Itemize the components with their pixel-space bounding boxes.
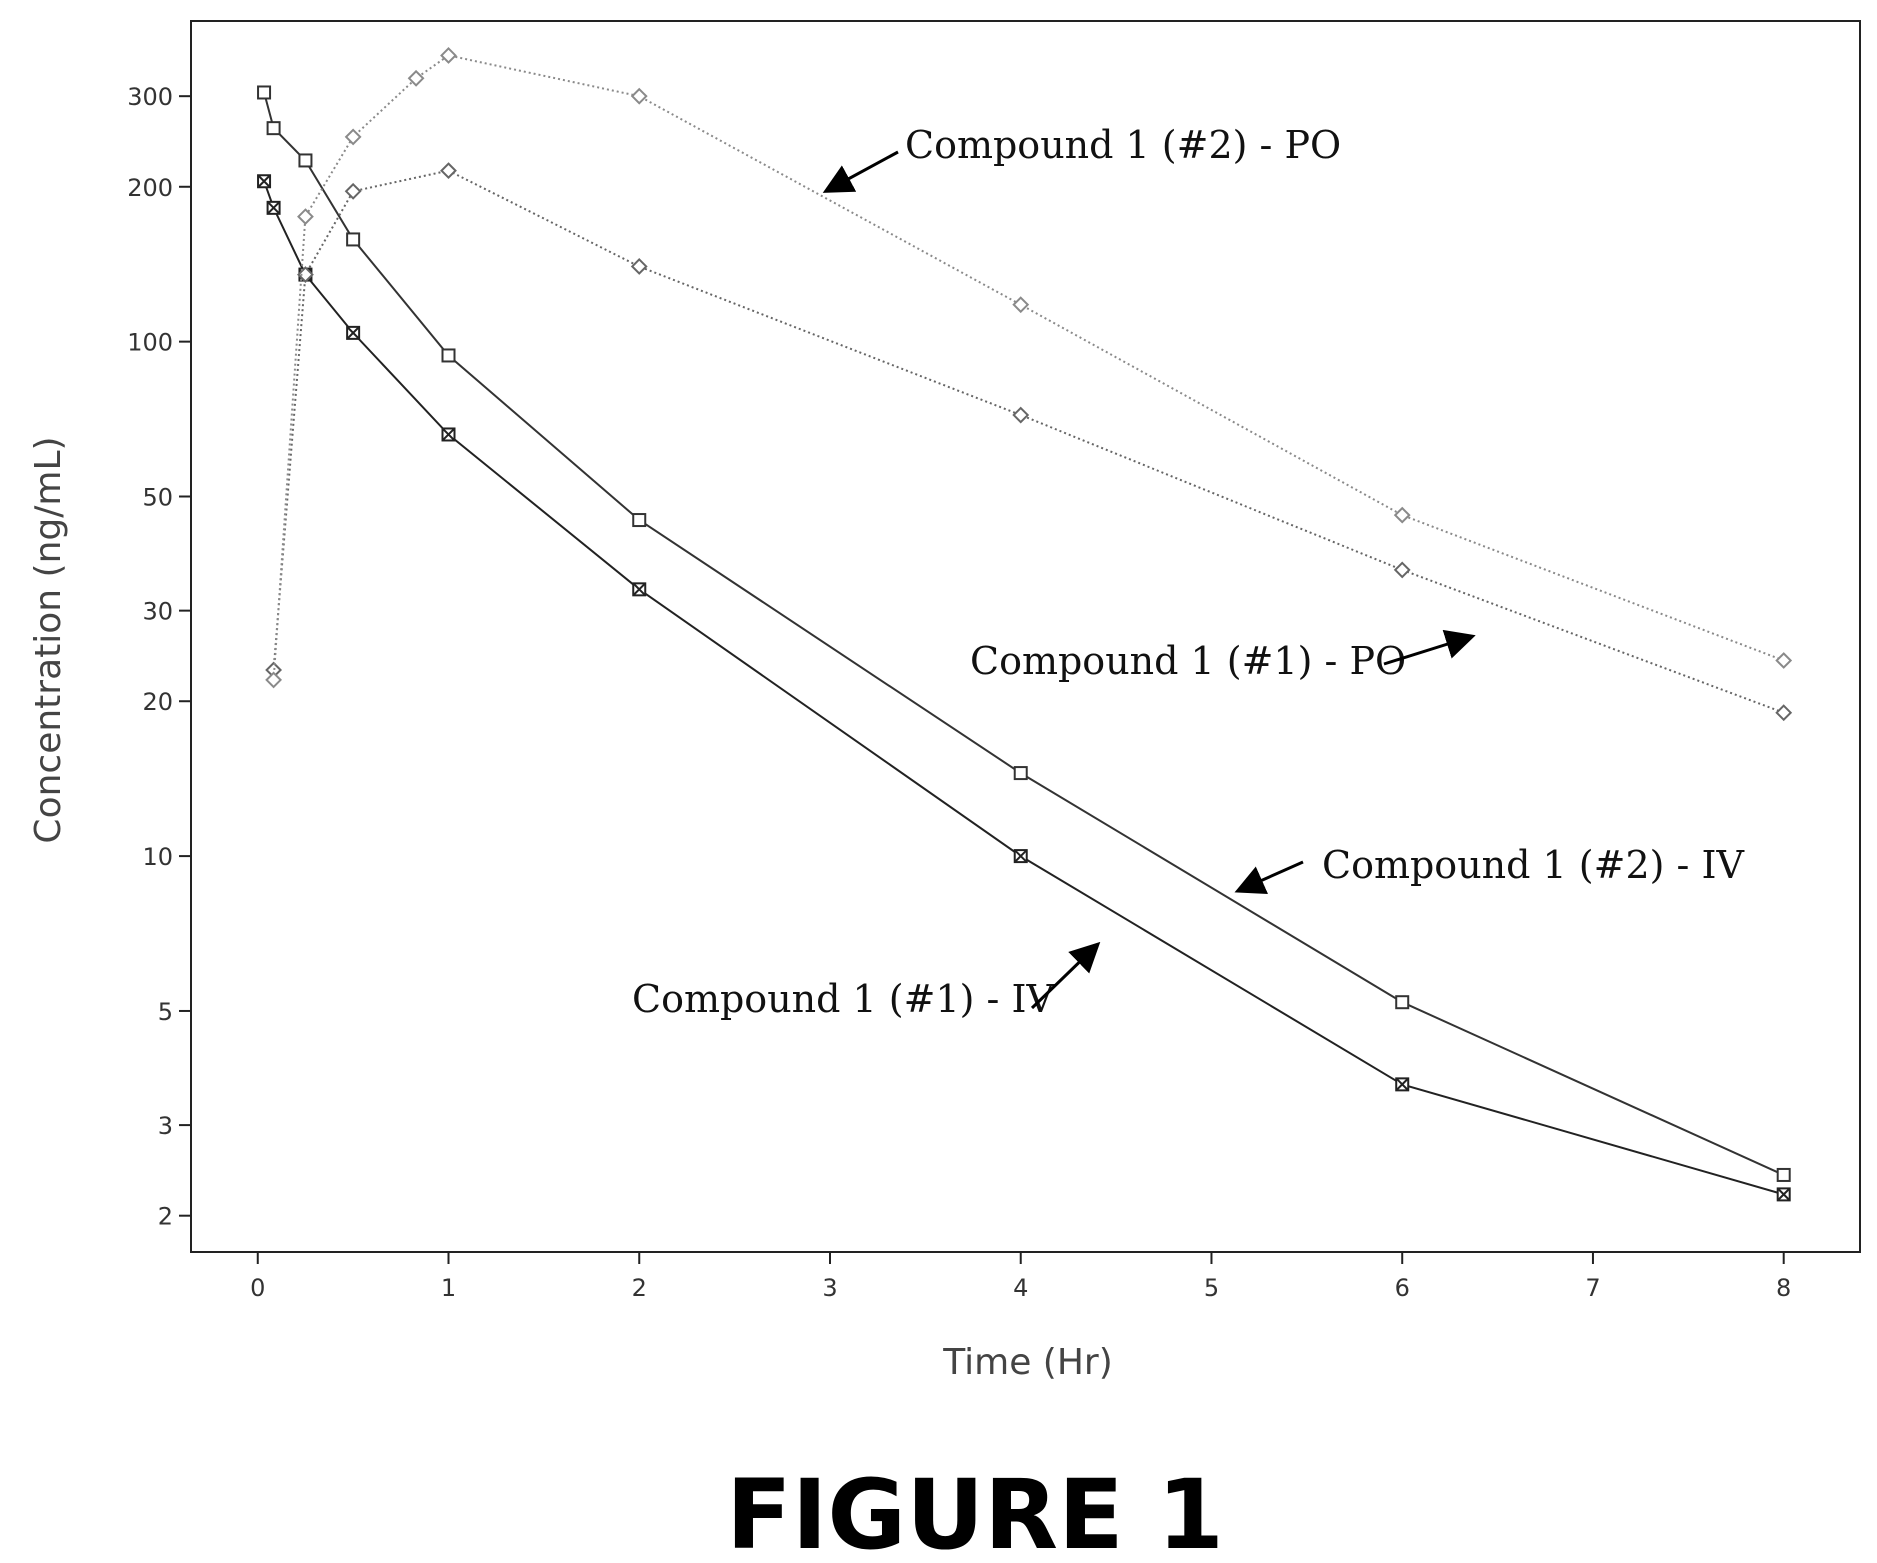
figure-caption: FIGURE 1 — [726, 1459, 1224, 1563]
data-point-compound-1-1-po-4 — [630, 258, 648, 275]
data-point-compound-1-1-iv-0 — [257, 174, 272, 189]
y-tick-label-2: 2 — [158, 1203, 173, 1231]
annotation-arrow-compound-1-1-po — [1383, 629, 1476, 666]
data-point-compound-1-1-iv-6 — [1013, 849, 1028, 864]
data-point-compound-1-1-po-3 — [440, 162, 457, 180]
annotation-compound-1-2-iv: Compound 1 (#2) - IV — [1322, 843, 1744, 887]
data-point-compound-1-2-po-2 — [344, 128, 362, 146]
data-point-compound-1-2-po-6 — [1012, 296, 1030, 314]
data-point-compound-1-1-iv-3 — [346, 325, 361, 340]
y-tick-label-5: 5 — [158, 998, 173, 1026]
data-point-compound-1-2-po-7 — [1393, 506, 1411, 524]
series-line-compound-1-2-po — [272, 54, 1785, 680]
data-point-compound-1-1-iv-7 — [1395, 1077, 1410, 1092]
data-point-compound-1-2-iv-6 — [1013, 766, 1028, 781]
x-tick-label-1: 1 — [441, 1274, 456, 1302]
data-point-compound-1-1-po-5 — [1012, 406, 1030, 424]
data-point-compound-1-2-po-0 — [265, 671, 283, 689]
data-point-compound-1-1-iv-4 — [441, 427, 456, 442]
y-tick-label-300: 300 — [127, 83, 173, 111]
y-tick-label-10: 10 — [142, 843, 173, 871]
data-point-compound-1-2-po-5 — [630, 87, 648, 105]
annotation-arrow-compound-1-2-iv — [1234, 860, 1304, 894]
data-point-compound-1-1-po-6 — [1393, 561, 1411, 579]
data-point-compound-1-1-iv-1 — [266, 200, 281, 215]
annotation-arrow-compound-1-2-po — [822, 150, 899, 193]
y-tick-label-30: 30 — [142, 598, 173, 626]
series-layer — [257, 47, 1793, 1202]
x-axis: 0 1 2 3 4 5 6 7 8 — [250, 1252, 1791, 1302]
data-point-compound-1-1-po-1 — [297, 266, 314, 283]
data-point-compound-1-2-po-8 — [1775, 652, 1793, 669]
annotation-compound-1-2-po: Compound 1 (#2) - PO — [905, 123, 1341, 167]
data-point-compound-1-2-po-1 — [297, 208, 314, 226]
y-tick-label-200: 200 — [127, 174, 173, 202]
data-point-compound-1-2-iv-5 — [632, 513, 647, 528]
x-tick-label-0: 0 — [250, 1274, 265, 1302]
x-tick-label-6: 6 — [1395, 1274, 1410, 1302]
x-tick-label-3: 3 — [822, 1274, 837, 1302]
data-point-compound-1-2-iv-8 — [1776, 1167, 1791, 1182]
data-point-compound-1-1-po-2 — [344, 182, 362, 200]
annotation-compound-1-1-iv: Compound 1 (#1) - IV — [632, 977, 1054, 1021]
data-point-compound-1-2-iv-3 — [346, 232, 361, 247]
x-tick-label-4: 4 — [1013, 1274, 1028, 1302]
data-point-compound-1-2-iv-0 — [257, 85, 272, 100]
series-compound-1-1-po — [265, 162, 1793, 722]
data-point-compound-1-2-iv-2 — [298, 153, 313, 168]
data-point-compound-1-2-iv-1 — [266, 121, 281, 136]
y-tick-label-20: 20 — [142, 688, 173, 716]
series-compound-1-2-iv — [257, 85, 1791, 1182]
plot-frame — [190, 20, 1861, 1253]
y-tick-label-100: 100 — [127, 329, 173, 357]
data-point-compound-1-1-iv-8 — [1776, 1187, 1791, 1202]
series-line-compound-1-1-iv — [263, 180, 1784, 1196]
x-tick-label-5: 5 — [1204, 1274, 1219, 1302]
data-point-compound-1-2-po-3 — [407, 69, 425, 87]
annotation-layer: Compound 1 (#2) - PO Compound 1 (#1) - PO… — [632, 123, 1744, 1021]
y-axis-title: Concentration (ng/mL) — [28, 436, 69, 843]
y-axis: 2 3 5 10 20 30 50 100 200 300 — [127, 83, 191, 1231]
data-point-compound-1-2-iv-4 — [441, 348, 456, 363]
x-tick-label-7: 7 — [1585, 1274, 1600, 1302]
annotation-arrow-compound-1-1-iv — [1030, 941, 1101, 1010]
series-line-compound-1-1-po — [272, 169, 1785, 714]
series-compound-1-1-iv — [257, 174, 1791, 1202]
x-tick-label-2: 2 — [632, 1274, 647, 1302]
x-tick-label-8: 8 — [1776, 1274, 1791, 1302]
data-point-compound-1-1-iv-5 — [632, 582, 647, 597]
y-tick-label-3: 3 — [158, 1112, 173, 1140]
data-point-compound-1-1-po-7 — [1775, 704, 1793, 722]
x-axis-title: Time (Hr) — [942, 1342, 1113, 1383]
annotation-compound-1-1-po: Compound 1 (#1) - PO — [970, 639, 1406, 683]
y-tick-label-50: 50 — [142, 484, 173, 512]
series-compound-1-2-po — [265, 47, 1793, 689]
data-point-compound-1-2-iv-7 — [1395, 995, 1410, 1010]
data-point-compound-1-2-po-4 — [440, 47, 457, 64]
